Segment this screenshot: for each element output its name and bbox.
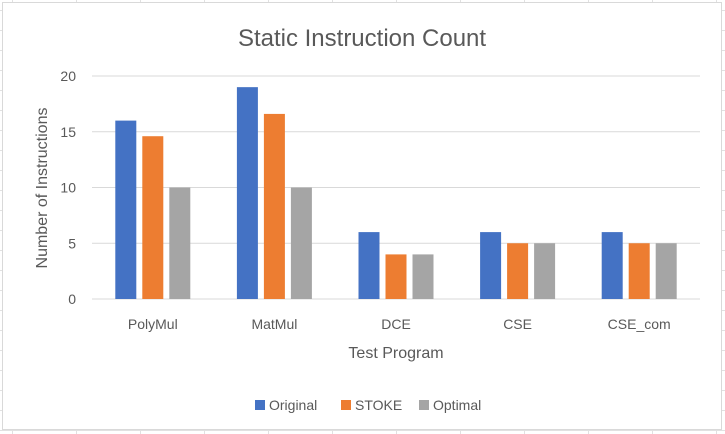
x-tick-label: DCE	[381, 316, 411, 332]
bar-stoke-cse_com[interactable]	[628, 243, 650, 299]
y-tick-label: 20	[60, 68, 76, 84]
y-tick-label: 15	[60, 124, 76, 140]
y-axis-title: Number of Instructions	[34, 108, 51, 269]
bar-stoke-dce[interactable]	[385, 254, 407, 299]
x-tick-label: MatMul	[251, 316, 297, 332]
bar-original-cse_com[interactable]	[601, 232, 623, 299]
legend-label-stoke: STOKE	[355, 397, 402, 413]
bar-optimal-dce[interactable]	[412, 254, 434, 299]
legend-label-original: Original	[269, 397, 317, 413]
chart-title: Static Instruction Count	[238, 25, 486, 52]
bar-optimal-polymul[interactable]	[169, 187, 191, 300]
bar-original-matmul[interactable]	[236, 87, 258, 300]
x-axis-title: Test Program	[348, 345, 443, 362]
bar-original-dce[interactable]	[358, 232, 380, 299]
bars	[115, 87, 677, 300]
bar-original-polymul[interactable]	[115, 120, 137, 299]
x-tick-label: PolyMul	[128, 316, 178, 332]
y-tick-labels: 0 5 10 15 20	[60, 68, 76, 307]
bar-stoke-cse[interactable]	[507, 243, 529, 299]
legend-label-optimal: Optimal	[433, 397, 481, 413]
bar-stoke-matmul[interactable]	[263, 113, 285, 299]
y-tick-label: 0	[68, 291, 76, 307]
x-tick-labels: PolyMul MatMul DCE CSE CSE_com	[128, 316, 671, 332]
legend[interactable]: Original STOKE Optimal	[255, 397, 481, 413]
legend-swatch-stoke	[341, 400, 351, 410]
bar-optimal-matmul[interactable]	[290, 187, 312, 300]
x-tick-label: CSE	[503, 316, 532, 332]
bar-optimal-cse_com[interactable]	[655, 243, 677, 299]
y-tick-label: 10	[60, 180, 76, 196]
bar-stoke-polymul[interactable]	[142, 136, 164, 299]
y-tick-label: 5	[68, 235, 76, 251]
legend-swatch-optimal	[419, 400, 429, 410]
legend-swatch-original	[255, 400, 265, 410]
x-tick-label: CSE_com	[608, 316, 671, 332]
gridlines	[92, 75, 700, 300]
bar-original-cse[interactable]	[480, 232, 502, 299]
bar-optimal-cse[interactable]	[534, 243, 556, 299]
